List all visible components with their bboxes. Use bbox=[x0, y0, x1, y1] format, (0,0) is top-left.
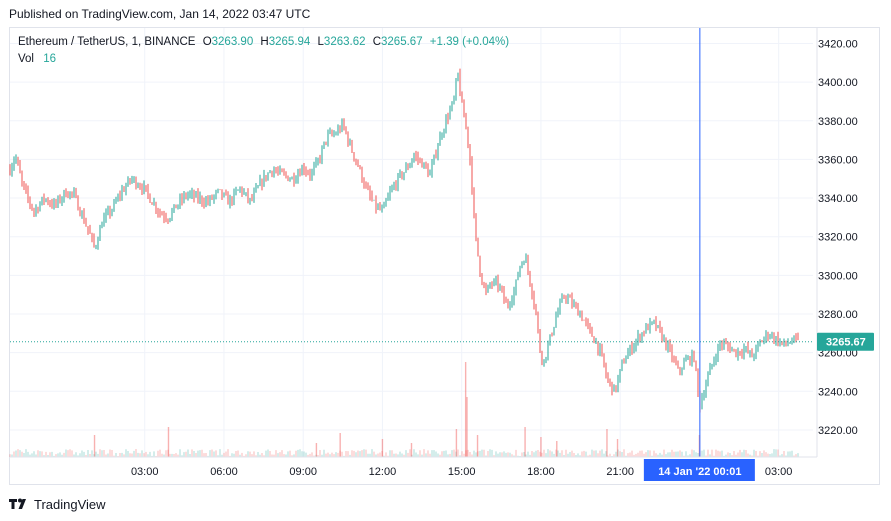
price-axis: 3220.003240.003260.003280.003300.003320.… bbox=[816, 28, 874, 457]
legend-vol-label: Vol bbox=[18, 53, 34, 65]
volume-bars bbox=[9, 362, 799, 457]
price-tick-label: 3280.00 bbox=[818, 309, 858, 321]
legend-volume-row: Vol 16 bbox=[18, 51, 509, 68]
time-tick-label: 03:00 bbox=[765, 466, 793, 478]
candles bbox=[9, 68, 799, 413]
legend-high: 3265.94 bbox=[268, 36, 311, 48]
time-tick-label: 15:00 bbox=[448, 466, 476, 478]
time-tick-label: 09:00 bbox=[289, 466, 317, 478]
chart-frame[interactable] bbox=[9, 27, 880, 485]
time-tick-label: 06:00 bbox=[210, 466, 238, 478]
legend-open: 3263.90 bbox=[211, 36, 254, 48]
price-tick-label: 3300.00 bbox=[818, 270, 858, 282]
legend-low: 3263.62 bbox=[323, 36, 366, 48]
price-tick-label: 3340.00 bbox=[818, 193, 858, 205]
footer-brand: TradingView bbox=[34, 496, 106, 512]
price-tick-label: 3240.00 bbox=[818, 386, 858, 398]
legend-high-key: H bbox=[260, 36, 269, 48]
legend-symbol: Ethereum / TetherUS, 1, BINANCE bbox=[18, 36, 196, 48]
legend-vol-value: 16 bbox=[43, 53, 56, 65]
time-tick-label: 18:00 bbox=[527, 466, 555, 478]
time-tick-label: 21:00 bbox=[606, 466, 634, 478]
time-tick-label: 03:00 bbox=[131, 466, 159, 478]
footer: TradingView bbox=[9, 495, 106, 513]
price-tick-label: 3360.00 bbox=[818, 154, 858, 166]
last-price-badge bbox=[817, 332, 874, 351]
crosshair-time-badge bbox=[643, 459, 755, 481]
grid-lines bbox=[10, 28, 813, 457]
legend-close-key: C bbox=[372, 36, 382, 48]
price-tick-label: 3420.00 bbox=[818, 38, 858, 50]
time-axis: 03:00 06:00 09:00 12:00 15:00 18:00 21:00 03:00… bbox=[10, 456, 817, 481]
tradingview-logo-icon bbox=[9, 498, 26, 509]
legend-low-key: L bbox=[317, 36, 324, 48]
price-tick-label: 3400.00 bbox=[818, 77, 858, 89]
price-tick-label: 3220.00 bbox=[818, 425, 858, 437]
legend-open-key: O bbox=[202, 36, 212, 48]
legend-change: +1.39 (+0.04%) bbox=[429, 36, 510, 48]
published-caption: Published on TradingView.com, Jan 14, 20… bbox=[9, 7, 311, 21]
legend-ohlc-row: Ethereum / TetherUS, 1, BINANCE O3263.90… bbox=[18, 34, 509, 51]
price-tick-label: 3380.00 bbox=[818, 116, 858, 128]
crosshair-time-label: 14 Jan '22 00:01 bbox=[658, 466, 741, 478]
chart-overlays bbox=[10, 28, 813, 457]
chart-legend: Ethereum / TetherUS, 1, BINANCE O3263.90… bbox=[18, 34, 509, 68]
price-tick-label: 3320.00 bbox=[818, 232, 858, 244]
time-tick-label: 12:00 bbox=[369, 466, 397, 478]
legend-close: 3265.67 bbox=[381, 36, 423, 48]
last-price-label: 3265.67 bbox=[826, 337, 866, 349]
